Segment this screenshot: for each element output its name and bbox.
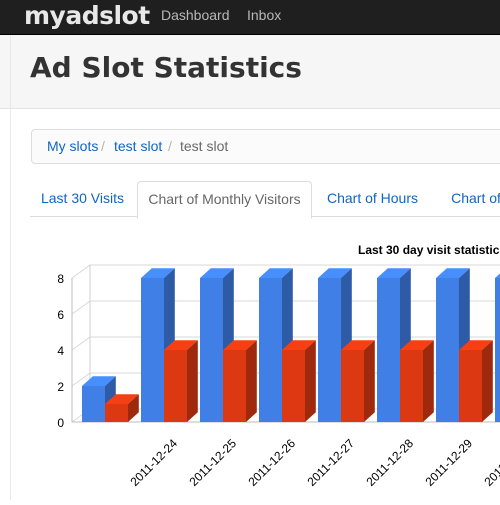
x-tick-label: 2011-12-26	[245, 436, 298, 489]
bar-side	[482, 340, 493, 422]
bar-side	[423, 340, 434, 422]
chart-svg: Last 30 day visit statistics 0 2 4 6 8 2011-12…	[57, 243, 500, 489]
tab-chart-more[interactable]: Chart of	[451, 190, 500, 206]
bar-top	[341, 340, 375, 350]
bar-side	[364, 340, 375, 422]
gridline-side	[71, 336, 91, 351]
bar-top	[282, 340, 316, 350]
breadcrumb-separator: /	[168, 138, 172, 154]
y-tick-label: 8	[57, 272, 64, 286]
page-header: Ad Slot Statistics	[0, 35, 500, 109]
bar-side	[187, 340, 198, 422]
bar	[377, 278, 400, 422]
bar	[141, 278, 164, 422]
x-tick-label: 2011-12-27	[304, 436, 357, 489]
bar-top	[377, 268, 411, 278]
bar-top	[459, 340, 493, 350]
bar-top	[400, 340, 434, 350]
y-tick-label: 0	[57, 416, 64, 430]
tab-bar: Last 30 Visits Chart of Monthly Visitors…	[30, 181, 500, 219]
x-tick-label: 2011-12-30	[481, 436, 500, 489]
nav-dashboard-link[interactable]: Dashboard	[161, 7, 230, 23]
tab-chart-of-hours[interactable]: Chart of Hours	[326, 190, 419, 206]
bar-top	[436, 268, 470, 278]
content-divider	[10, 109, 11, 500]
y-tick-label: 6	[57, 308, 64, 322]
breadcrumb-current: test slot	[180, 138, 229, 154]
gridline-side	[71, 300, 91, 315]
bar	[400, 350, 423, 422]
x-tick-label: 2011-12-24	[127, 436, 180, 489]
bar-top	[495, 273, 500, 278]
top-navbar: myadslot Dashboard Inbox	[0, 0, 500, 35]
brand-logo[interactable]: myadslot	[24, 1, 150, 30]
bar	[164, 350, 187, 422]
bar-side	[246, 340, 257, 422]
bar-top	[141, 268, 175, 278]
bar-top	[105, 394, 139, 404]
visit-statistics-chart: Last 30 day visit statistics 0 2 4 6 8 2011-12…	[0, 217, 500, 500]
nav-inbox-link[interactable]: Inbox	[247, 7, 282, 23]
bar	[200, 278, 223, 422]
bar	[495, 278, 500, 422]
gridline-side	[71, 264, 91, 279]
bar-top	[223, 340, 257, 350]
bar	[105, 404, 128, 422]
page-title: Ad Slot Statistics	[30, 51, 302, 84]
chart-title: Last 30 day visit statistics	[358, 243, 500, 257]
bar	[223, 350, 246, 422]
bar-side	[128, 394, 139, 422]
tab-last-30-visits[interactable]: Last 30 Visits	[40, 190, 124, 206]
gridline-side	[71, 372, 91, 387]
bar	[282, 350, 305, 422]
x-tick-label: 2011-12-29	[422, 436, 475, 489]
x-tick-label: 2011-12-28	[363, 436, 416, 489]
breadcrumb: My slots / test slot / test slot	[31, 129, 500, 164]
y-tick-label: 4	[57, 344, 64, 358]
y-tick-label: 2	[57, 380, 64, 394]
bar-top	[164, 340, 198, 350]
bar	[82, 386, 105, 422]
breadcrumb-separator: /	[101, 138, 105, 154]
bar	[459, 350, 482, 422]
bar	[259, 278, 282, 422]
bar-top	[200, 268, 234, 278]
bar-top	[82, 376, 116, 386]
breadcrumb-slot-link[interactable]: test slot	[114, 138, 163, 154]
bar-top	[318, 268, 352, 278]
tab-chart-monthly-visitors[interactable]: Chart of Monthly Visitors	[137, 181, 312, 219]
bar	[318, 278, 341, 422]
x-tick-label: 2011-12-25	[186, 436, 239, 489]
header-divider	[10, 35, 11, 108]
bar	[436, 278, 459, 422]
bar	[341, 350, 364, 422]
bar-top	[259, 268, 293, 278]
breadcrumb-my-slots-link[interactable]: My slots	[47, 138, 99, 154]
bar-side	[305, 340, 316, 422]
